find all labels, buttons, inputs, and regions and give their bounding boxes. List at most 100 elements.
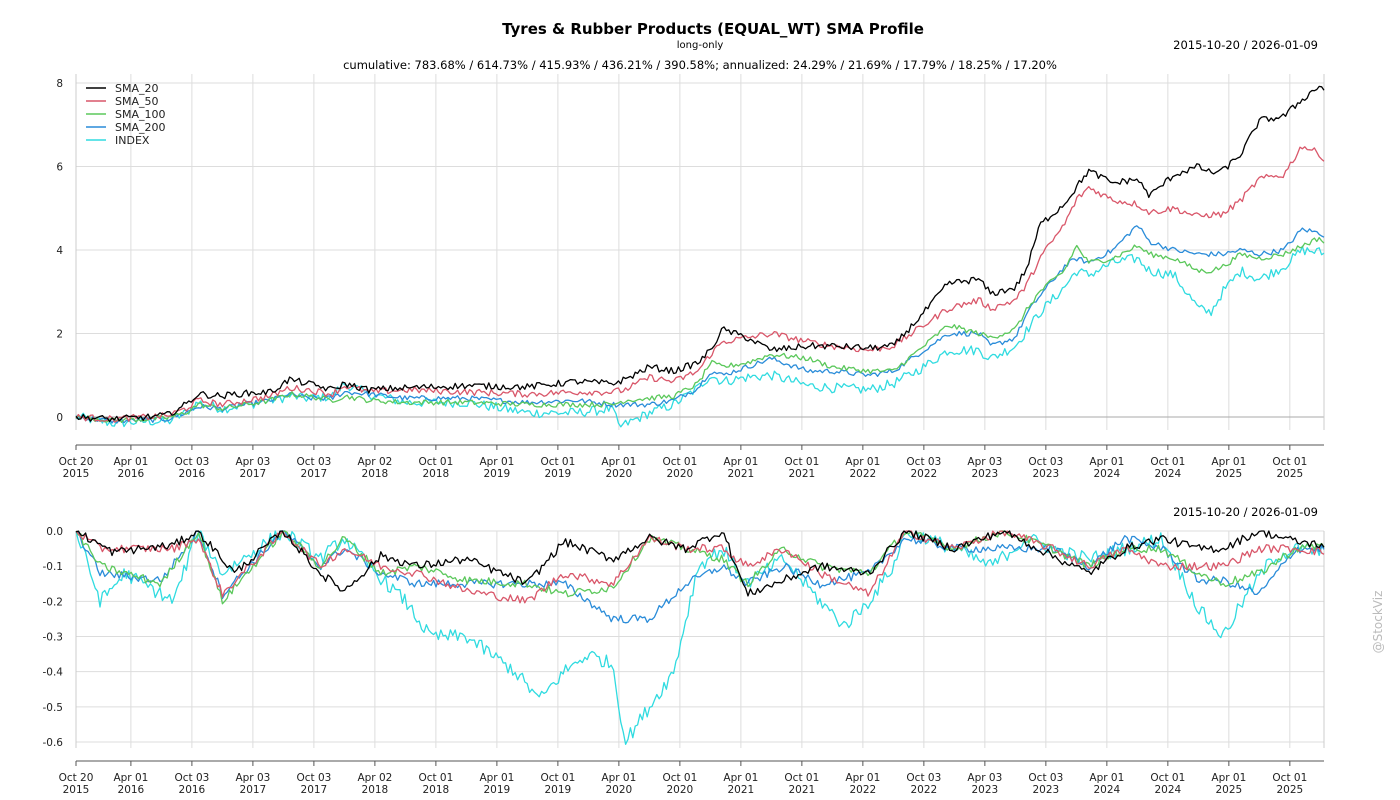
x-tick-year: 2025 xyxy=(1276,468,1303,480)
legend-label: SMA_20 xyxy=(115,82,159,95)
x-tick-year: 2016 xyxy=(179,468,206,480)
x-tick-label: Apr 01 xyxy=(845,456,880,468)
stats-line: cumulative: 783.68% / 614.73% / 415.93% … xyxy=(343,58,1057,72)
x-tick-year: 2019 xyxy=(484,468,511,480)
x-tick-year: 2020 xyxy=(606,784,633,796)
chart-title: Tyres & Rubber Products (EQUAL_WT) SMA P… xyxy=(502,20,924,38)
x-tick-label: Oct 01 xyxy=(1150,772,1185,784)
x-tick-label: Oct 03 xyxy=(906,456,941,468)
x-tick-year: 2024 xyxy=(1093,784,1120,796)
series-line-sma_200 xyxy=(75,225,1325,424)
x-tick-label: Oct 01 xyxy=(540,456,575,468)
x-tick-label: Apr 02 xyxy=(357,456,392,468)
x-tick-year: 2020 xyxy=(667,784,694,796)
x-tick-label: Apr 01 xyxy=(113,456,148,468)
legend-label: SMA_100 xyxy=(115,108,166,121)
x-tick-label: Oct 01 xyxy=(418,772,453,784)
x-tick-label: Oct 03 xyxy=(906,772,941,784)
x-tick-year: 2023 xyxy=(1032,784,1059,796)
series-line-sma_20 xyxy=(75,85,1325,423)
x-tick-label: Apr 01 xyxy=(723,456,758,468)
x-tick-year: 2018 xyxy=(423,468,450,480)
y-tick-label: 0.0 xyxy=(46,526,63,538)
x-tick-label: Apr 03 xyxy=(967,456,1002,468)
y-tick-label: -0.2 xyxy=(43,596,64,608)
x-tick-year: 2019 xyxy=(545,784,572,796)
x-tick-year: 2024 xyxy=(1093,468,1120,480)
x-tick-label: Oct 20 xyxy=(59,772,94,784)
x-tick-label: Oct 03 xyxy=(1028,456,1063,468)
x-tick-label: Oct 03 xyxy=(174,456,209,468)
y-tick-label: 0 xyxy=(56,412,63,424)
bottom-y-ticks: 0.0 -0.1 -0.2 -0.3 -0.4 -0.5 -0.6 xyxy=(43,526,64,749)
x-tick-label: Oct 03 xyxy=(296,772,331,784)
watermark: @StockViz xyxy=(1371,591,1385,654)
y-tick-label: -0.5 xyxy=(43,702,64,714)
x-tick-label: Oct 01 xyxy=(784,456,819,468)
x-tick-year: 2021 xyxy=(728,468,755,480)
x-tick-year: 2022 xyxy=(910,468,937,480)
x-tick-year: 2018 xyxy=(362,468,389,480)
y-tick-label: -0.3 xyxy=(43,632,64,644)
x-tick-year: 2021 xyxy=(728,784,755,796)
x-tick-year: 2025 xyxy=(1276,784,1303,796)
x-tick-year: 2023 xyxy=(971,468,998,480)
date-range-bottom: 2015-10-20 / 2026-01-09 xyxy=(1173,505,1318,519)
top-y-ticks: 8 6 4 2 0 xyxy=(56,78,63,424)
x-tick-year: 2016 xyxy=(118,468,145,480)
x-tick-label: Apr 02 xyxy=(357,772,392,784)
x-tick-label: Oct 01 xyxy=(1272,456,1307,468)
y-tick-label: 4 xyxy=(56,245,63,257)
x-tick-year: 2019 xyxy=(484,784,511,796)
x-tick-label: Oct 20 xyxy=(59,456,94,468)
top-gridlines xyxy=(75,74,1324,430)
x-tick-label: Apr 01 xyxy=(845,772,880,784)
x-tick-year: 2017 xyxy=(301,784,328,796)
x-tick-label: Apr 01 xyxy=(1089,456,1124,468)
x-tick-year: 2022 xyxy=(849,468,876,480)
x-tick-year: 2024 xyxy=(1154,784,1181,796)
x-tick-label: Apr 01 xyxy=(479,772,514,784)
x-tick-year: 2015 xyxy=(63,784,90,796)
y-tick-label: 6 xyxy=(56,162,63,174)
x-tick-label: Apr 03 xyxy=(235,772,270,784)
date-range-top: 2015-10-20 / 2026-01-09 xyxy=(1173,38,1318,52)
x-tick-year: 2017 xyxy=(240,468,267,480)
x-tick-year: 2017 xyxy=(240,784,267,796)
series-line-index xyxy=(75,530,1325,745)
x-tick-year: 2022 xyxy=(849,784,876,796)
x-tick-label: Oct 01 xyxy=(662,772,697,784)
x-tick-label: Apr 01 xyxy=(1089,772,1124,784)
x-tick-label: Oct 01 xyxy=(662,456,697,468)
y-tick-label: 8 xyxy=(56,78,63,90)
x-tick-label: Apr 01 xyxy=(601,772,636,784)
y-tick-label: -0.6 xyxy=(43,737,64,749)
x-tick-year: 2017 xyxy=(301,468,328,480)
x-tick-year: 2022 xyxy=(910,784,937,796)
x-tick-year: 2020 xyxy=(606,468,633,480)
x-tick-label: Apr 01 xyxy=(723,772,758,784)
series-line-index xyxy=(75,245,1325,428)
y-tick-label: -0.4 xyxy=(43,667,64,679)
x-tick-year: 2016 xyxy=(118,784,145,796)
x-tick-label: Apr 01 xyxy=(479,456,514,468)
x-tick-year: 2021 xyxy=(788,784,815,796)
x-tick-year: 2024 xyxy=(1154,468,1181,480)
series-line-sma_200 xyxy=(75,530,1325,624)
x-tick-year: 2015 xyxy=(63,468,90,480)
top-series-group xyxy=(75,85,1325,428)
y-tick-label: -0.1 xyxy=(43,561,64,573)
x-tick-label: Oct 03 xyxy=(296,456,331,468)
bottom-gridlines xyxy=(75,530,1324,748)
x-tick-label: Apr 03 xyxy=(235,456,270,468)
y-tick-label: 2 xyxy=(56,329,63,341)
x-tick-label: Oct 01 xyxy=(540,772,575,784)
x-tick-year: 2018 xyxy=(362,784,389,796)
x-tick-year: 2025 xyxy=(1215,784,1242,796)
series-line-sma_100 xyxy=(75,530,1325,605)
x-tick-label: Oct 01 xyxy=(418,456,453,468)
